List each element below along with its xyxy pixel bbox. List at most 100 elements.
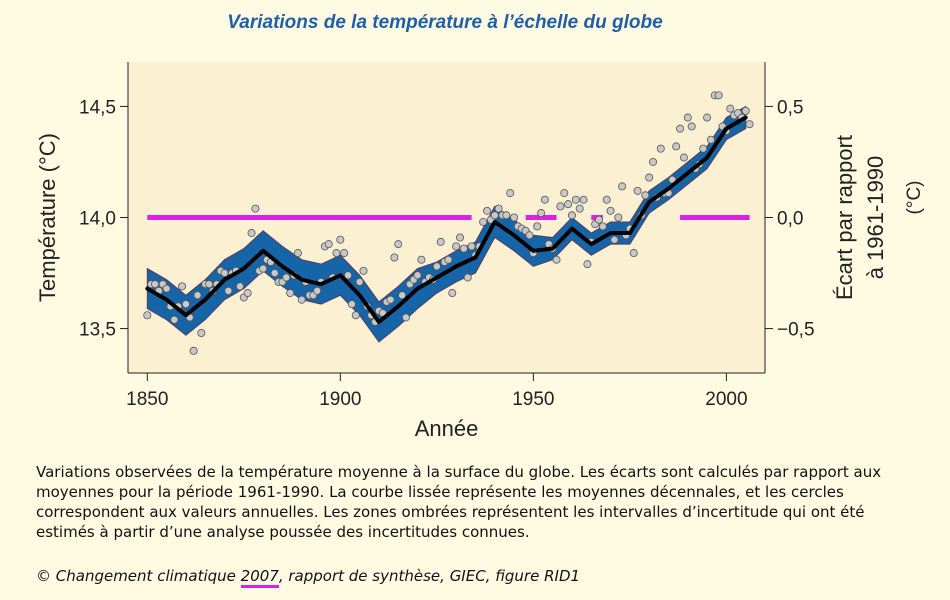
- annual-point: [444, 255, 453, 264]
- annual-point: [502, 211, 511, 220]
- annual-point: [151, 280, 160, 289]
- annual-point: [683, 113, 692, 122]
- annual-point: [286, 289, 295, 298]
- annual-point: [494, 204, 503, 213]
- annual-point: [579, 195, 588, 204]
- annual-point: [313, 286, 322, 295]
- annual-point: [533, 222, 542, 231]
- smoothed-line: [145, 115, 748, 324]
- annual-point: [386, 295, 395, 304]
- annual-point: [463, 273, 472, 282]
- x-axis-label: Année: [415, 416, 479, 441]
- y2-axis-label: Écart par rapport: [832, 135, 857, 300]
- annual-point: [143, 311, 152, 320]
- annual-point: [703, 113, 712, 122]
- annual-point: [220, 269, 229, 278]
- annual-point: [270, 269, 279, 278]
- annual-point: [448, 289, 457, 298]
- annual-point: [197, 329, 206, 338]
- annual-point: [398, 291, 407, 300]
- annual-point: [282, 273, 291, 282]
- annual-point: [525, 231, 534, 240]
- annual-point: [432, 262, 441, 271]
- source: © Changement climatique 2007, rapport de…: [36, 567, 581, 588]
- annual-point: [645, 173, 654, 182]
- annual-point: [417, 255, 426, 264]
- y-tick-label: 13,5: [79, 320, 116, 341]
- x-tick-label: 1950: [512, 389, 554, 410]
- annual-point: [181, 300, 190, 309]
- annual-point: [490, 211, 499, 220]
- annual-point: [575, 204, 584, 213]
- annual-point: [583, 260, 592, 269]
- annual-point: [355, 277, 364, 286]
- annual-point: [483, 206, 492, 215]
- chart-title: Variations de la température à l’échelle…: [227, 12, 663, 33]
- annual-point: [672, 142, 681, 151]
- y-tick-label: 14,0: [79, 209, 116, 230]
- annual-point: [560, 189, 569, 198]
- source-year: 2007: [240, 567, 279, 588]
- annual-point: [618, 182, 627, 191]
- annual-point: [567, 211, 576, 220]
- annual-point: [633, 186, 642, 195]
- annual-point: [224, 286, 233, 295]
- annual-point: [687, 122, 696, 131]
- annual-point: [259, 264, 268, 273]
- annual-point: [293, 249, 302, 258]
- annual-point: [340, 249, 349, 258]
- annual-point: [594, 215, 603, 224]
- source-text: , rapport de synthèse, GIEC, figure RID1: [278, 567, 581, 585]
- annual-point: [359, 266, 368, 275]
- annual-point: [394, 240, 403, 249]
- annual-point: [641, 191, 650, 200]
- annual-point: [452, 242, 461, 251]
- y2-tick-label: 0,5: [777, 97, 803, 118]
- annual-point: [459, 244, 468, 253]
- annual-point: [726, 104, 735, 113]
- annual-point: [251, 204, 260, 213]
- y2-tick-label: −0,5: [777, 320, 815, 341]
- annual-point: [178, 282, 187, 291]
- annual-point: [602, 195, 611, 204]
- x-tick-label: 2000: [705, 389, 747, 410]
- annual-point: [741, 106, 750, 115]
- y-axis-label: Température (°C): [35, 133, 60, 302]
- annual-point: [456, 233, 465, 242]
- annual-point: [699, 144, 708, 153]
- annual-point: [606, 206, 615, 215]
- annual-point: [436, 237, 445, 246]
- y-tick-label: 14,5: [79, 97, 116, 118]
- annual-point: [571, 195, 580, 204]
- annual-point: [332, 249, 341, 258]
- annual-point: [714, 91, 723, 100]
- y2-tick-label: 0,0: [777, 209, 803, 230]
- annual-point: [598, 222, 607, 231]
- caption: Variations observées de la température m…: [36, 463, 882, 541]
- annual-point: [540, 195, 549, 204]
- annual-point: [510, 213, 519, 222]
- annual-point: [247, 229, 256, 238]
- annual-point: [235, 282, 244, 291]
- y2-axis-label: (°C): [904, 181, 925, 215]
- x-tick-label: 1900: [319, 389, 361, 410]
- annual-point: [479, 217, 488, 226]
- annual-point: [297, 295, 306, 304]
- annual-point: [162, 284, 171, 293]
- annual-point: [467, 242, 476, 251]
- source-text: © Changement climatique: [36, 567, 241, 585]
- annual-point: [679, 153, 688, 162]
- x-tick-label: 1850: [126, 389, 168, 410]
- annual-point: [390, 253, 399, 262]
- annual-point: [745, 120, 754, 129]
- annual-point: [413, 271, 422, 280]
- annual-point: [401, 313, 410, 322]
- annual-point: [706, 135, 715, 144]
- annual-point: [347, 300, 356, 309]
- annual-point: [614, 213, 623, 222]
- annual-point: [656, 144, 665, 153]
- annual-point: [506, 189, 515, 198]
- annual-point: [676, 124, 685, 133]
- annual-point: [243, 289, 252, 298]
- annual-point: [610, 235, 619, 244]
